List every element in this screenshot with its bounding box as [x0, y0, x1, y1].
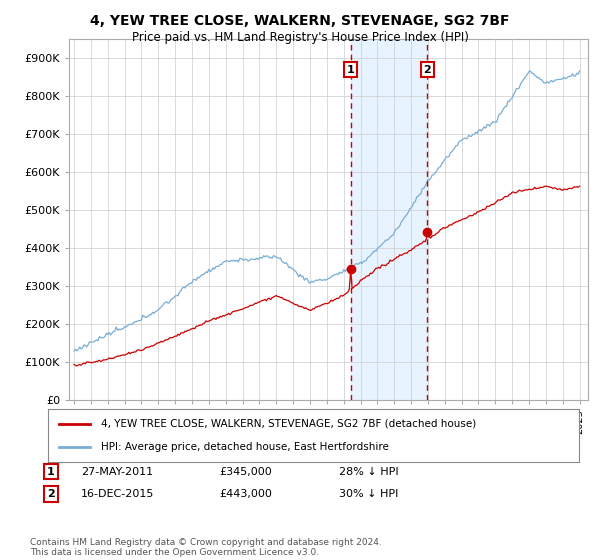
Text: 4, YEW TREE CLOSE, WALKERN, STEVENAGE, SG2 7BF: 4, YEW TREE CLOSE, WALKERN, STEVENAGE, S…	[90, 14, 510, 28]
Text: 4, YEW TREE CLOSE, WALKERN, STEVENAGE, SG2 7BF (detached house): 4, YEW TREE CLOSE, WALKERN, STEVENAGE, S…	[101, 419, 476, 429]
Text: 16-DEC-2015: 16-DEC-2015	[81, 489, 154, 499]
Text: Contains HM Land Registry data © Crown copyright and database right 2024.
This d: Contains HM Land Registry data © Crown c…	[30, 538, 382, 557]
Text: 28% ↓ HPI: 28% ↓ HPI	[339, 466, 398, 477]
Text: HPI: Average price, detached house, East Hertfordshire: HPI: Average price, detached house, East…	[101, 442, 389, 452]
Text: 30% ↓ HPI: 30% ↓ HPI	[339, 489, 398, 499]
Bar	[351, 39, 427, 400]
Text: Price paid vs. HM Land Registry's House Price Index (HPI): Price paid vs. HM Land Registry's House …	[131, 31, 469, 44]
Text: 2: 2	[47, 489, 55, 499]
Text: 2: 2	[424, 64, 431, 74]
Text: 1: 1	[347, 64, 355, 74]
Text: £345,000: £345,000	[219, 466, 272, 477]
Text: 27-MAY-2011: 27-MAY-2011	[81, 466, 153, 477]
Text: £443,000: £443,000	[219, 489, 272, 499]
Text: 1: 1	[47, 466, 55, 477]
